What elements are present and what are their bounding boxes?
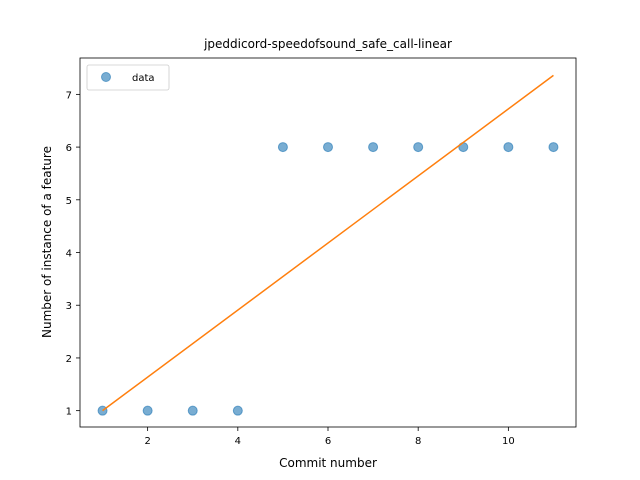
x-tick-label: 6 (325, 436, 331, 447)
y-axis: 1 2 3 4 5 6 7 (66, 90, 80, 418)
data-point (413, 142, 424, 153)
chart-title: jpeddicord-speedofsound_safe_call-linear (203, 37, 452, 51)
data-point (277, 142, 288, 153)
x-axis-label: Commit number (279, 456, 377, 470)
y-tick-label: 2 (66, 354, 72, 365)
legend: data (86, 64, 170, 91)
x-axis: 2 4 6 8 10 (144, 427, 515, 447)
legend-box (86, 64, 170, 91)
x-tick-label: 8 (415, 436, 421, 447)
data-point (548, 142, 559, 153)
data-point (232, 405, 243, 416)
y-tick-label: 1 (66, 407, 72, 418)
legend-marker-data (101, 72, 111, 82)
y-tick-label: 5 (66, 196, 72, 207)
data-point (368, 142, 379, 153)
fit-line (102, 74, 554, 412)
data-point (323, 142, 333, 153)
data-point (142, 405, 153, 416)
data-point (187, 405, 198, 416)
plot-area (97, 74, 559, 416)
x-tick-label: 2 (144, 436, 150, 447)
y-tick-label: 3 (66, 301, 72, 312)
x-tick-label: 10 (502, 436, 515, 447)
legend-label-data: data (132, 73, 155, 84)
y-tick-label: 6 (66, 143, 72, 154)
y-tick-label: 4 (66, 249, 72, 260)
y-axis-label: Number of instance of a feature (40, 146, 54, 338)
x-tick-label: 4 (235, 436, 241, 447)
y-tick-label: 7 (66, 90, 72, 101)
data-point (503, 142, 514, 153)
